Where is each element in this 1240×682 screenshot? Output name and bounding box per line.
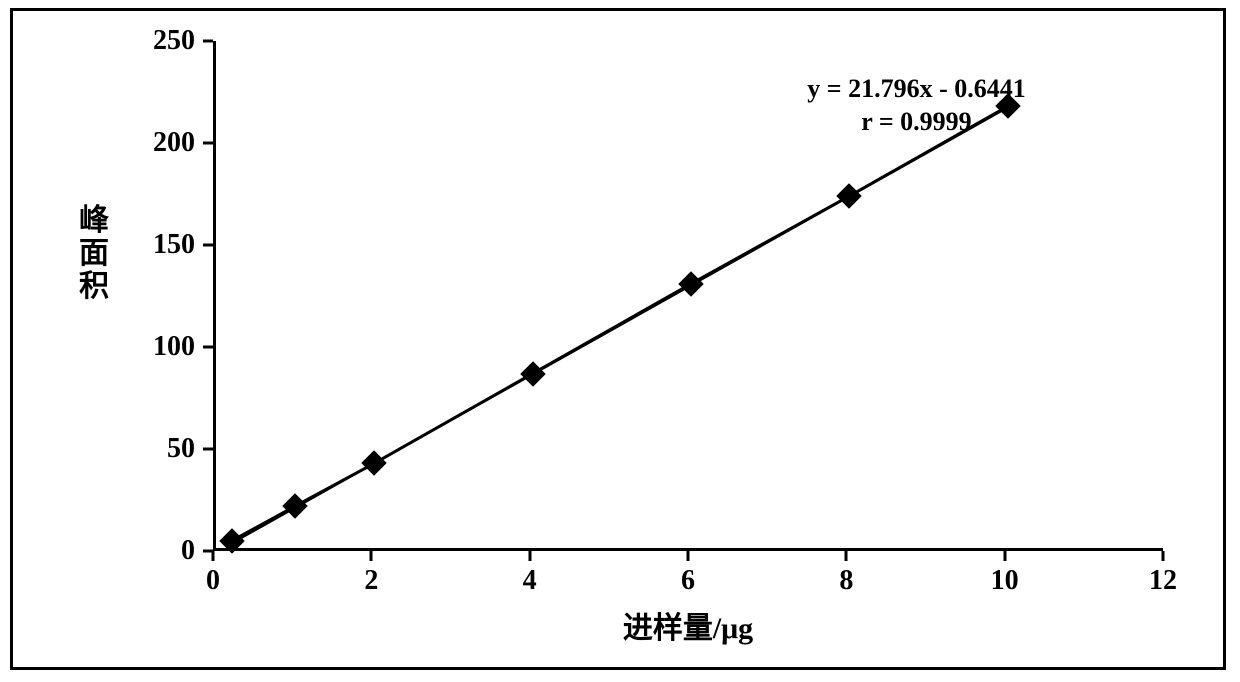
x-tick-label: 6 (681, 565, 695, 597)
y-tick (203, 142, 213, 145)
y-tick (203, 244, 213, 247)
x-tick (212, 551, 215, 561)
x-tick-label: 0 (206, 565, 220, 597)
regression-annotation: y = 21.796x - 0.6441r = 0.9999 (767, 72, 1067, 140)
y-axis-label-char: 积 (77, 270, 111, 303)
trend-line (232, 108, 1008, 544)
x-tick (1003, 551, 1006, 561)
x-tick (528, 551, 531, 561)
y-tick (203, 346, 213, 349)
series-line (232, 106, 1008, 541)
x-tick (370, 551, 373, 561)
y-tick (203, 40, 213, 43)
x-tick-label: 8 (839, 565, 853, 597)
y-tick-label: 100 (125, 331, 195, 363)
x-tick-label: 10 (991, 565, 1019, 597)
y-axis-label: 峰面积 (77, 204, 111, 303)
x-tick-label: 12 (1149, 565, 1177, 597)
y-tick-label: 150 (125, 229, 195, 261)
y-axis-label-char: 峰 (77, 204, 111, 237)
y-axis-label-char: 面 (77, 237, 111, 270)
y-tick-label: 250 (125, 25, 195, 57)
x-tick (845, 551, 848, 561)
y-tick-label: 200 (125, 127, 195, 159)
annotation-line: r = 0.9999 (767, 105, 1067, 139)
x-tick-label: 4 (523, 565, 537, 597)
y-tick (203, 448, 213, 451)
annotation-line: y = 21.796x - 0.6441 (767, 72, 1067, 106)
x-axis-label: 进样量/μg (623, 603, 753, 647)
chart-outer-frame: 峰面积 进样量/μg y = 21.796x - 0.6441r = 0.999… (10, 8, 1226, 670)
chart-container: 峰面积 进样量/μg y = 21.796x - 0.6441r = 0.999… (13, 11, 1223, 667)
y-tick-label: 50 (125, 433, 195, 465)
x-tick (687, 551, 690, 561)
x-tick-label: 2 (364, 565, 378, 597)
x-tick (1162, 551, 1165, 561)
y-tick-label: 0 (125, 535, 195, 567)
